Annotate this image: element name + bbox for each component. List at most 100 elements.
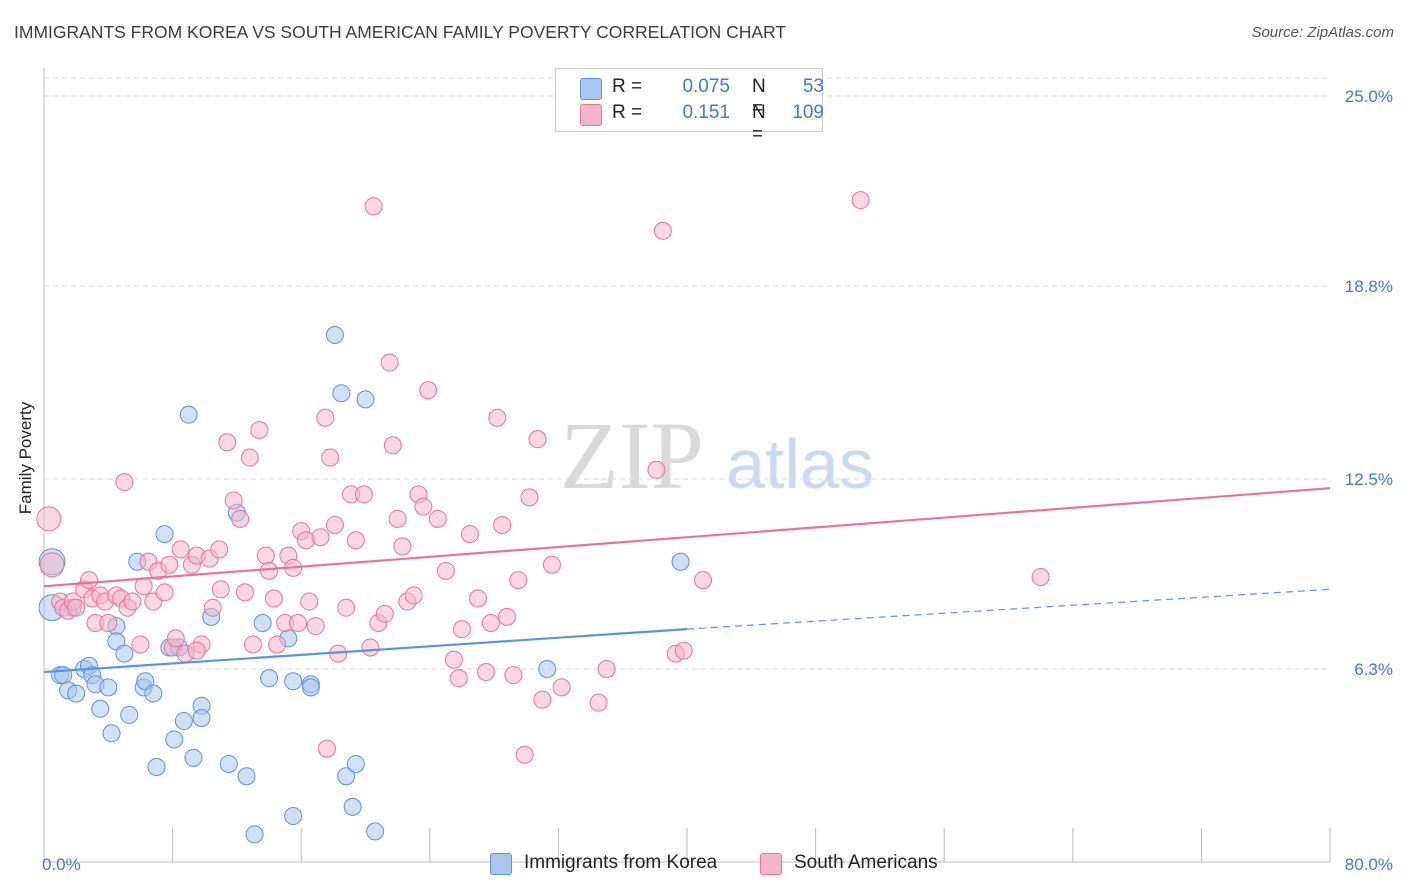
- south-american-point: [337, 598, 356, 617]
- y-tick-label: 6.3%: [1354, 660, 1393, 679]
- south-american-point: [171, 540, 190, 559]
- n-label: N =: [752, 102, 766, 145]
- south-american-point: [268, 635, 287, 654]
- trend-lines: [43, 487, 1331, 674]
- south-american-point: [428, 509, 447, 528]
- korea-point: [337, 767, 356, 786]
- south-american-point: [256, 546, 275, 565]
- tick-labels: 6.3% 12.5% 18.8% 25.0% 0.0% 80.0%: [42, 87, 1393, 874]
- south-american-point: [250, 420, 269, 439]
- south-american-point: [504, 666, 523, 685]
- south-american-point: [528, 430, 547, 449]
- south-american-point: [436, 561, 455, 580]
- south-american-point: [380, 353, 399, 372]
- south-american-point: [36, 506, 62, 532]
- south-american-point: [520, 488, 539, 507]
- korea-point: [179, 405, 198, 424]
- data-points: [36, 191, 1050, 844]
- south-american-point: [311, 528, 330, 547]
- x-tick-label: 0.0%: [42, 855, 81, 874]
- korea-point: [54, 666, 73, 685]
- south-american-point: [589, 693, 608, 712]
- south-american-point: [123, 592, 142, 611]
- korea-point: [67, 684, 86, 703]
- korea-point: [538, 659, 557, 678]
- south-american-point: [509, 571, 528, 590]
- south-american-point: [404, 586, 423, 605]
- south-american-point: [460, 525, 479, 544]
- south-american-point: [383, 436, 402, 455]
- south-american-point: [321, 448, 340, 467]
- south-american-point: [155, 583, 174, 602]
- stats-legend: R = 0.075 N = 53 R = 0.151 N = 109: [555, 68, 824, 145]
- korea-point: [253, 614, 272, 633]
- y-tick-label: 12.5%: [1345, 470, 1393, 489]
- south-american-point: [224, 491, 243, 510]
- south-american-point: [231, 509, 250, 528]
- korea-point: [245, 825, 264, 844]
- korea-point: [332, 384, 351, 403]
- south-american-point: [597, 659, 616, 678]
- korea-point: [260, 669, 279, 688]
- gridlines: [44, 77, 1330, 670]
- south-american-point: [235, 583, 254, 602]
- korea-point: [284, 807, 303, 826]
- x-tick-label: 80.0%: [1345, 855, 1393, 874]
- watermark-atlas: atlas: [726, 425, 874, 503]
- south-american-point: [364, 197, 383, 216]
- south-american-point: [469, 589, 488, 608]
- legend-swatch-south-americans: [580, 104, 602, 126]
- south-american-point: [115, 473, 134, 492]
- south-american-point: [647, 460, 666, 479]
- south-american-point: [533, 690, 552, 709]
- south-american-point: [388, 509, 407, 528]
- south-american-point: [260, 561, 279, 580]
- south-american-point: [99, 614, 118, 633]
- axes: [43, 68, 1331, 863]
- south-american-point: [851, 191, 870, 210]
- south-american-point: [493, 515, 512, 534]
- korea-point: [102, 724, 121, 743]
- korea-point: [192, 708, 211, 727]
- south-american-point: [414, 497, 433, 516]
- south-american-point: [497, 607, 516, 626]
- south-american-point: [354, 485, 373, 504]
- south-american-point: [653, 221, 672, 240]
- korea-trend-line: [43, 628, 688, 674]
- south-american-point: [288, 614, 307, 633]
- korea-point: [120, 705, 139, 724]
- south-american-point: [210, 540, 229, 559]
- south-american-point: [375, 604, 394, 623]
- korea-point: [343, 797, 362, 816]
- n-label: N =: [752, 76, 766, 119]
- legend-swatch-korea: [490, 853, 512, 875]
- south-american-point: [218, 433, 237, 452]
- korea-point: [237, 767, 256, 786]
- south-american-point: [419, 381, 438, 400]
- south-american-point: [542, 555, 561, 574]
- chart-title: IMMIGRANTS FROM KOREA VS SOUTH AMERICAN …: [14, 22, 787, 42]
- korea-point: [325, 325, 344, 344]
- korea-point: [174, 712, 193, 731]
- south-american-point: [203, 598, 222, 617]
- korea-point: [115, 644, 134, 663]
- south-american-point: [243, 635, 262, 654]
- korea-point: [346, 754, 365, 773]
- south-american-point: [515, 745, 534, 764]
- y-tick-label: 18.8%: [1345, 277, 1393, 296]
- korea-point: [91, 699, 110, 718]
- watermark: ZIP atlas: [560, 402, 874, 509]
- south-american-point: [361, 638, 380, 657]
- south-american-point: [39, 552, 65, 578]
- korea-point: [165, 730, 184, 749]
- n-value: 109: [792, 102, 824, 123]
- source-label: Source: ZipAtlas.com: [1251, 24, 1394, 41]
- korea-point: [671, 552, 690, 571]
- south-american-point: [674, 641, 693, 660]
- korea-trend-extension: [686, 588, 1331, 630]
- south-american-point: [211, 580, 230, 599]
- south-american-point: [134, 577, 153, 596]
- r-label: R =: [612, 102, 643, 123]
- korea-point: [147, 758, 166, 777]
- south-american-point: [325, 515, 344, 534]
